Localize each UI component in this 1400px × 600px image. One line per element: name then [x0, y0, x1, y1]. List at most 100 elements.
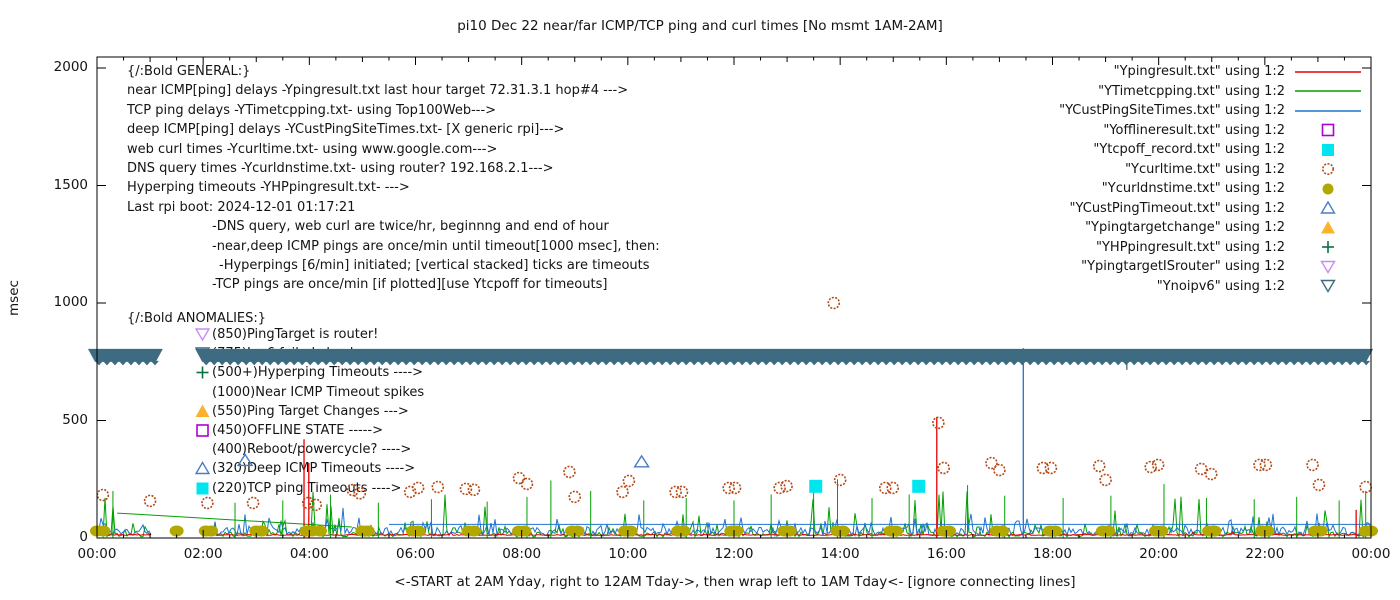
- dns-time-point: [1313, 525, 1328, 537]
- x-tick-label: 20:00: [1139, 546, 1179, 562]
- x-tick-label: 22:00: [1245, 546, 1285, 562]
- anomalies-header: {/:Bold ANOMALIES:}: [127, 311, 267, 326]
- legend-label: "Ypingresult.txt" using 1:2: [1113, 64, 1285, 80]
- dns-time-point: [676, 525, 691, 537]
- info-line: DNS query times -Ycurldnstime.txt- using…: [127, 161, 554, 176]
- curl-time-point: [246, 496, 260, 510]
- curl-time-point: [1151, 458, 1165, 472]
- x-tick-label: 00:00: [1351, 546, 1391, 562]
- dns-time-point: [360, 525, 375, 537]
- legend: "Ypingresult.txt" using 1:2 "YTimetcpping…: [1059, 62, 1363, 296]
- chart-title: pi10 Dec 22 near/far ICMP/TCP ping and c…: [457, 18, 943, 34]
- x-tick-label: 08:00: [502, 546, 542, 562]
- anomaly-text: (500+)Hyperping Timeouts ---->: [212, 365, 424, 381]
- line-icon: [1295, 90, 1361, 93]
- curl-time-point: [1044, 461, 1058, 475]
- y-tick-label: 2000: [53, 59, 88, 75]
- anomaly-line: (500+)Hyperping Timeouts ---->: [195, 365, 423, 380]
- x-tick-label: 06:00: [396, 546, 435, 562]
- dns-time-point: [888, 525, 903, 537]
- x-tick-label: 10:00: [608, 546, 648, 562]
- legend-label: "YHPpingresult.txt" using 1:2: [1096, 239, 1285, 255]
- dns-time-point: [312, 525, 327, 537]
- anomaly-line: (400)Reboot/powercycle? ---->: [195, 442, 411, 457]
- legend-label: "YCustPingSiteTimes.txt" using 1:2: [1059, 103, 1285, 119]
- dns-time-point: [169, 525, 184, 537]
- curl-time-point: [431, 480, 445, 494]
- curl-time-point: [1099, 473, 1112, 487]
- plus-icon: [1322, 241, 1334, 254]
- legend-row: "YTimetcpping.txt" using 1:2: [1059, 82, 1363, 102]
- x-tick-label: 18:00: [1033, 546, 1072, 562]
- curl-time-point: [1259, 458, 1273, 472]
- curl-time-point: [301, 496, 315, 510]
- info-line: Hyperping timeouts -YHPpingresult.txt- -…: [127, 180, 410, 196]
- noipv6-band: [195, 348, 1374, 362]
- legend-row: "Ynoipv6" using 1:2: [1059, 277, 1363, 297]
- tri-down-open-icon: [1320, 260, 1336, 274]
- dns-time-point: [517, 525, 532, 537]
- square-open-icon: [196, 424, 209, 437]
- dns-time-point: [941, 525, 956, 537]
- x-tick-label: 02:00: [183, 546, 223, 562]
- curl-time-point: [512, 471, 526, 485]
- legend-row: "Yofflineresult.txt" using 1:2: [1059, 121, 1363, 141]
- dns-time-point: [1101, 525, 1116, 537]
- anomaly-line: (1000)Near ICMP Timeout spikes: [195, 385, 424, 400]
- curl-time-point: [1204, 467, 1218, 481]
- curl-time-point: [563, 465, 576, 479]
- square-open-icon: [1321, 123, 1335, 137]
- legend-label: "Ypingtargetchange" using 1:2: [1085, 220, 1285, 236]
- y-tick-label: 0: [79, 529, 88, 545]
- anomaly-line: (550)Ping Target Changes --->: [195, 404, 409, 419]
- legend-row: "Ytcpoff_record.txt" using 1:2: [1059, 140, 1363, 160]
- dns-time-point: [1260, 525, 1275, 537]
- anomaly-line: (850)PingTarget is router!: [195, 327, 378, 342]
- dns-time-point: [254, 525, 269, 537]
- curl-time-point: [886, 481, 900, 495]
- x-tick-label: 04:00: [289, 546, 329, 562]
- tri-up-open-icon: [1320, 200, 1336, 214]
- square-fill-icon: [1322, 143, 1334, 156]
- anomaly-line: (450)OFFLINE STATE ----->: [195, 423, 383, 438]
- dns-time-point: [1048, 525, 1063, 537]
- curl-time-point: [459, 482, 473, 496]
- curl-time-point: [353, 487, 367, 500]
- anomaly-text: (550)Ping Target Changes --->: [212, 403, 409, 419]
- curl-time-point: [520, 477, 534, 491]
- legend-row: "YpingtargetISrouter" using 1:2: [1059, 257, 1363, 277]
- legend-label: "YpingtargetISrouter" using 1:2: [1081, 259, 1285, 275]
- info-line: Last rpi boot: 2024-12-01 01:17:21: [127, 199, 356, 215]
- noipv6-band: [87, 348, 163, 362]
- curl-time-point: [96, 488, 110, 502]
- curl-time-point: [669, 485, 682, 499]
- anomaly-text: (220)TCP ping Timeouts ---->: [212, 480, 402, 496]
- anomaly-text: (400)Reboot/powercycle? ---->: [212, 442, 412, 458]
- x-tick-label: 16:00: [926, 546, 966, 562]
- circle-open-icon: [1321, 163, 1334, 176]
- x-tick-label: 00:00: [77, 546, 117, 562]
- legend-label: "Yofflineresult.txt" using 1:2: [1103, 122, 1285, 138]
- curl-time-point: [309, 498, 323, 512]
- plus-icon: [196, 366, 209, 379]
- y-tick-label: 1000: [53, 294, 88, 310]
- dns-time-point: [570, 525, 585, 537]
- curl-time-point: [616, 485, 629, 499]
- dns-time-point: [835, 525, 850, 537]
- curl-time-point: [1359, 480, 1372, 494]
- legend-label: "Ytcpoff_record.txt" using 1:2: [1093, 142, 1285, 158]
- anomaly-text: (1000)Near ICMP Timeout spikes: [212, 384, 425, 400]
- circle-fill-icon: [1322, 183, 1334, 195]
- tri-down-open-icon: [195, 328, 210, 342]
- curl-time-point: [403, 485, 417, 499]
- info-line: deep ICMP[ping] delays -YCustPingSiteTim…: [127, 122, 565, 138]
- line-icon: [1295, 70, 1361, 73]
- dns-time-point: [623, 525, 638, 537]
- info-line: -DNS query, web curl are twice/hr, begin…: [212, 219, 609, 235]
- tri-up-fill-icon: [1321, 220, 1335, 234]
- info-line: -TCP pings are once/min [if plotted][use…: [212, 277, 608, 293]
- curl-time-point: [878, 481, 892, 495]
